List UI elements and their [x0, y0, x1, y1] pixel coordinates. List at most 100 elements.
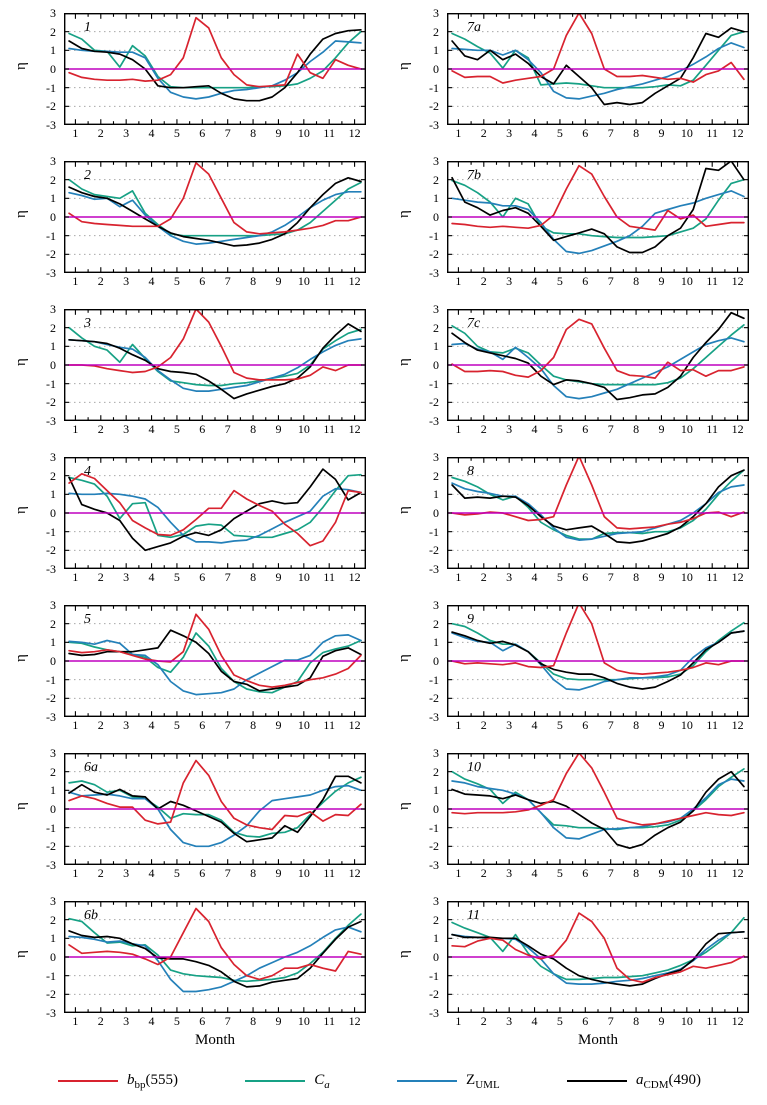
panel-label: 9 [467, 612, 474, 627]
y-tick-label: -3 [429, 858, 439, 872]
x-tick-label: 9 [658, 866, 665, 880]
y-axis-label: η [396, 506, 412, 514]
panel-label: 10 [467, 760, 481, 775]
y-tick-label: 1 [50, 783, 56, 798]
x-tick-label: 1 [72, 866, 79, 880]
x-tick-label: 1 [455, 422, 462, 436]
plot-frame [64, 309, 366, 421]
series-line-acdm490 [68, 323, 362, 400]
x-tick-labels: 1 2 3 4 5 6 7 8 9 10 11 12 [447, 718, 749, 734]
legend-line-swatch [58, 1080, 118, 1082]
x-tick-label: 1 [72, 274, 79, 288]
y-tick-label: 1 [433, 487, 439, 502]
x-tick-label: 6 [582, 422, 589, 436]
series-line-ca [451, 916, 745, 981]
x-tick-label: 1 [72, 718, 79, 732]
series-line-ca [68, 178, 362, 237]
y-tick-label: -1 [46, 672, 56, 687]
plot-area-11: 11 [447, 901, 749, 1013]
y-tick-label: -1 [46, 228, 56, 243]
y-axis-label: η [396, 654, 412, 662]
panel-label: 7a [467, 20, 481, 35]
x-tick-label: 10 [680, 422, 693, 436]
y-tick-label: 3 [433, 154, 439, 168]
series-line-bbp555 [68, 759, 362, 831]
x-tick-label: 1 [455, 126, 462, 140]
x-tick-label: 10 [680, 718, 693, 732]
x-tick-labels: 1 2 3 4 5 6 7 8 9 10 11 12 [447, 866, 749, 882]
x-tick-label: 4 [148, 570, 155, 584]
x-tick-label: 4 [531, 274, 538, 288]
x-tick-label: 10 [297, 274, 310, 288]
y-tick-label: -1 [46, 820, 56, 835]
y-tick-label: -1 [429, 968, 439, 983]
y-tick-label: 0 [50, 654, 56, 668]
x-tick-label: 3 [506, 718, 513, 732]
x-tick-label: 11 [323, 126, 335, 140]
x-tick-label: 8 [250, 422, 257, 436]
x-tick-label: 8 [250, 570, 257, 584]
x-tick-label: 1 [455, 866, 462, 880]
y-tick-label: 0 [433, 358, 439, 372]
plot-area-9: 9 [447, 605, 749, 717]
x-tick-label: 11 [706, 866, 718, 880]
y-tick-label: 3 [50, 450, 56, 464]
x-tick-label: 6 [199, 718, 206, 732]
x-tick-label: 2 [480, 570, 487, 584]
x-tick-label: 11 [706, 718, 718, 732]
x-tick-labels: 1 2 3 4 5 6 7 8 9 10 11 12 [64, 570, 366, 586]
x-tick-label: 3 [123, 422, 130, 436]
x-axis-label: Month [194, 1032, 235, 1048]
legend: bbp(555) Ca ZUML aCDM(490) [0, 1064, 767, 1098]
plot-area-7b: 7b [447, 161, 749, 273]
x-tick-label: 10 [297, 570, 310, 584]
y-tick-label: 3 [433, 598, 439, 612]
y-tick-label: 2 [433, 616, 439, 631]
panel-7b: η 3 2 1 0 -1 -2 -3 7b 1 2 3 4 5 6 7 8 9 10 11 12 [383, 152, 767, 300]
legend-line-swatch [397, 1080, 458, 1082]
y-tick-label: -1 [429, 80, 439, 95]
plot-frame [447, 605, 749, 717]
y-tick-label: 0 [50, 950, 56, 964]
series-line-acdm490 [68, 176, 362, 247]
y-axis-label: η [396, 358, 412, 366]
y-tick-label: -3 [46, 562, 56, 576]
x-tick-label: 8 [250, 126, 257, 140]
y-tick-label: 1 [433, 931, 439, 946]
plot-area-6a: 6a [64, 753, 366, 865]
x-tick-label: 12 [348, 866, 361, 880]
x-tick-label: 3 [506, 422, 513, 436]
x-tick-label: 6 [582, 1014, 589, 1028]
x-tick-label: 7 [224, 422, 231, 436]
series-line-ca [451, 324, 745, 386]
plot-frame [447, 901, 749, 1013]
y-tick-label: 2 [433, 24, 439, 39]
series-line-bbp555 [68, 162, 362, 235]
x-tick-label: 4 [531, 866, 538, 880]
x-tick-label: 2 [480, 718, 487, 732]
x-tick-labels: 1 2 3 4 5 6 7 8 9 10 11 12 [64, 274, 366, 290]
y-tick-label: -2 [429, 839, 439, 854]
x-tick-label: 3 [123, 274, 130, 288]
y-tick-labels: 3 2 1 0 -1 -2 -3 [413, 747, 443, 871]
plot-frame [447, 13, 749, 125]
y-tick-label: -2 [46, 987, 56, 1002]
y-tick-labels: 3 2 1 0 -1 -2 -3 [30, 895, 60, 1019]
y-tick-label: 1 [50, 635, 56, 650]
x-tick-label: 10 [297, 1014, 310, 1028]
x-tick-label: 9 [658, 422, 665, 436]
x-tick-labels: 1 2 3 4 5 6 7 8 9 10 11 12 [447, 422, 749, 438]
x-tick-label: 9 [658, 1014, 665, 1028]
x-tick-label: 10 [297, 866, 310, 880]
y-tick-label: -3 [429, 710, 439, 724]
y-tick-label: -3 [46, 118, 56, 132]
y-tick-label: -2 [46, 839, 56, 854]
y-tick-labels: 3 2 1 0 -1 -2 -3 [30, 747, 60, 871]
panel-6a: η 3 2 1 0 -1 -2 -3 6a 1 2 3 4 5 6 7 8 9 10 11 12 [0, 744, 383, 892]
y-axis-label: η [396, 210, 412, 218]
x-tick-label: 6 [199, 422, 206, 436]
y-tick-label: -1 [46, 376, 56, 391]
plot-frame [64, 457, 366, 569]
plot-frame [64, 161, 366, 273]
x-tick-label: 3 [506, 126, 513, 140]
